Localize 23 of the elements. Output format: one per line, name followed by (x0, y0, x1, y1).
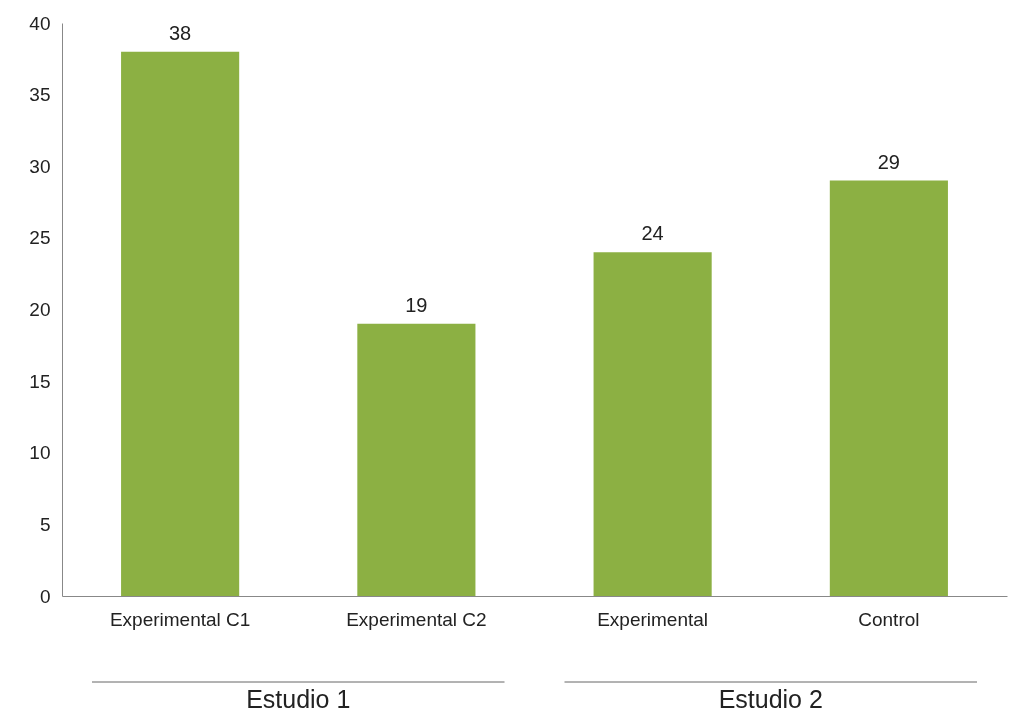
data-label: 19 (405, 293, 428, 316)
y-tick-label: 35 (29, 84, 51, 106)
text: Estudio 1 (246, 685, 351, 713)
y-tick-label: 40 (29, 12, 51, 34)
y-tick-label: 0 (39, 585, 51, 607)
x-tick-label: Control (858, 608, 920, 630)
y-tick-label: 10 (29, 442, 51, 464)
y-tick-label: 30 (29, 155, 51, 177)
y-tick-label: 15 (29, 370, 51, 392)
x-tick-label: Experimental C2 (346, 608, 487, 630)
bar (121, 51, 240, 596)
x-tick-label: Experimental C1 (109, 608, 251, 630)
bar (829, 180, 948, 596)
y-tick-label: 5 (39, 513, 51, 535)
x-tick-label: Experimental (597, 608, 709, 630)
y-tick-label: 20 (29, 299, 51, 320)
data-label: 24 (641, 222, 664, 245)
bar (357, 323, 476, 596)
bar (593, 252, 712, 596)
y-tick-label: 25 (29, 227, 51, 249)
data-label: 29 (877, 150, 900, 173)
data-label: 38 (169, 21, 192, 44)
text: Estudio 2 (718, 685, 823, 713)
